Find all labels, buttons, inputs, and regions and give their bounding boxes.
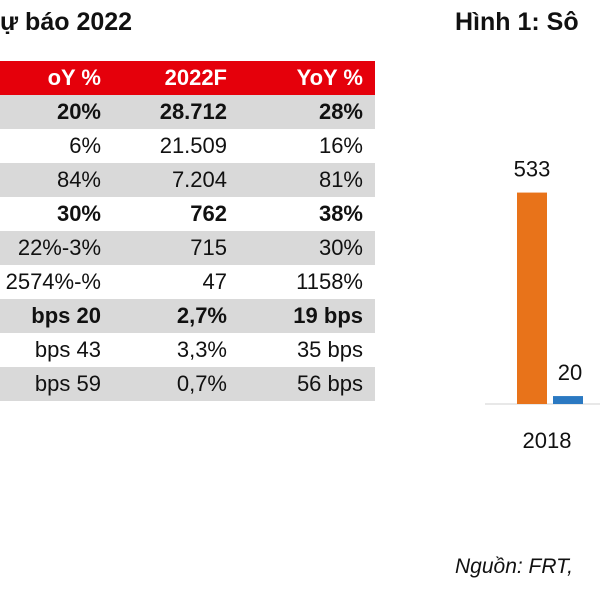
table-row: 59 bps 0,7% 56 bps xyxy=(0,367,375,401)
x-tick-label: 2018 xyxy=(523,428,572,453)
table-cell: 56 bps xyxy=(239,367,375,401)
table-cell: 30% xyxy=(239,231,375,265)
table-cell: 7.204 xyxy=(113,163,239,197)
table-row: 43 bps 3,3% 35 bps xyxy=(0,333,375,367)
table-row: 30% 762 38% xyxy=(0,197,375,231)
table-cell: 19 bps xyxy=(239,299,375,333)
source-note: Nguồn: FRT, xyxy=(455,555,573,578)
bar-0 xyxy=(517,192,547,404)
table-row: 6% 21.509 16% xyxy=(0,129,375,163)
table-cell: 0,7% xyxy=(113,367,239,401)
table-cell: 3%-22% xyxy=(0,231,113,265)
table-cell: 30% xyxy=(56,201,101,226)
header-2022f: 2022F xyxy=(113,61,239,95)
table-row: 20 bps 2,7% 19 bps xyxy=(0,299,375,333)
table-cell: 20 bps xyxy=(0,299,113,333)
table-row: 3%-22% 715 30% xyxy=(0,231,375,265)
table-row: %-2574% 47 1158% xyxy=(0,265,375,299)
table-cell: 20% xyxy=(0,95,113,129)
data-label: 533 xyxy=(514,157,551,182)
header-yoy-2021: oY % xyxy=(0,61,113,95)
table-cell: 715 xyxy=(113,231,239,265)
table-cell: 35 bps xyxy=(296,337,363,362)
table-cell: 16% xyxy=(318,133,363,158)
bar-chart: 533 20 2018 xyxy=(485,157,600,453)
header-yoy-2022: YoY % xyxy=(239,61,375,95)
data-label: 20 xyxy=(558,360,582,385)
table-title: ự báo 2022 xyxy=(0,8,133,36)
table-cell: 1158% xyxy=(296,269,363,294)
table-cell: 21.509 xyxy=(159,133,227,158)
table-cell: 28.712 xyxy=(113,95,239,129)
table-cell: 6% xyxy=(69,133,101,158)
table-header-row: oY % 2022F YoY % xyxy=(0,61,375,95)
table-cell: 2,7% xyxy=(113,299,239,333)
table-cell: 59 bps xyxy=(0,367,113,401)
table-cell: 43 bps xyxy=(34,337,101,362)
table-cell: 38% xyxy=(318,201,363,226)
figure-title: Hình 1: Sô xyxy=(455,8,579,36)
table-row: 20% 28.712 28% xyxy=(0,95,375,129)
table-cell: 84% xyxy=(0,163,113,197)
bar-1 xyxy=(553,396,583,404)
table-row: 84% 7.204 81% xyxy=(0,163,375,197)
table-cell: 762 xyxy=(190,201,227,226)
table-cell: 81% xyxy=(239,163,375,197)
forecast-table: oY % 2022F YoY % 20% 28.712 28% 6% 21.509 16%… xyxy=(0,61,375,401)
table-cell: 3,3% xyxy=(176,337,227,362)
table-cell: 47 xyxy=(202,269,227,294)
table-cell: 28% xyxy=(239,95,375,129)
table-cell: %-2574% xyxy=(5,269,101,294)
